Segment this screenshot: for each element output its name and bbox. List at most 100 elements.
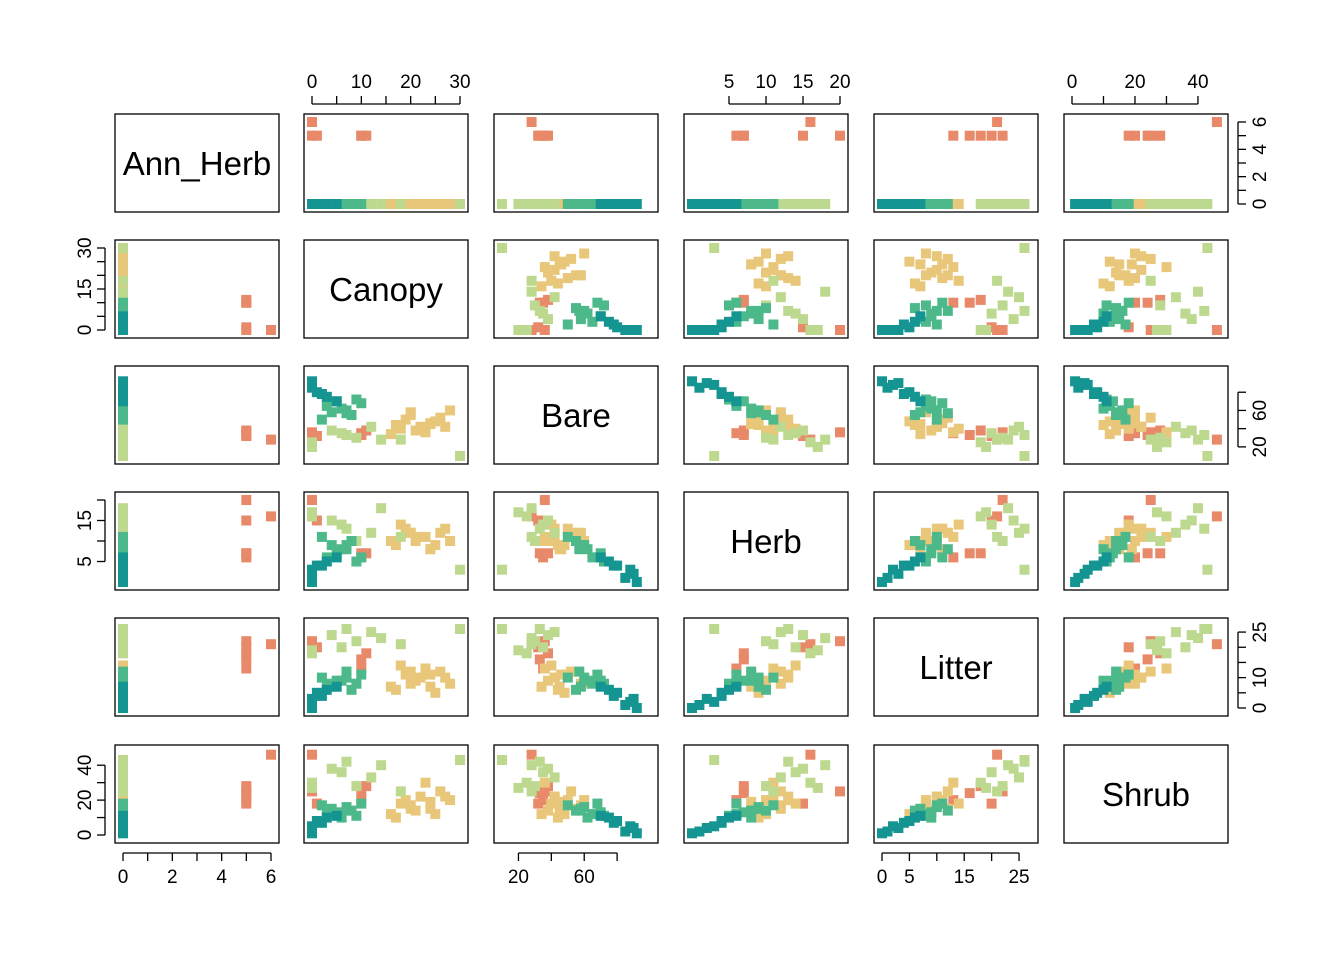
data-point: [709, 696, 720, 707]
data-point: [513, 199, 524, 209]
data-point: [587, 316, 598, 327]
data-point: [1070, 703, 1081, 713]
data-point: [937, 418, 948, 429]
data-point: [118, 690, 128, 701]
data-point: [410, 425, 421, 436]
data-point: [1123, 552, 1134, 563]
data-point: [1145, 130, 1156, 141]
data-point: [920, 394, 931, 405]
data-point: [241, 798, 252, 809]
data-point: [926, 308, 937, 319]
panel-frame: [683, 113, 849, 213]
top-axis-Shrub: 0 20 40: [1067, 72, 1209, 105]
panel-Canopy-vs-Litter: [873, 239, 1039, 339]
tick-label: 6: [1250, 117, 1271, 128]
data-point: [798, 130, 808, 141]
data-point: [266, 639, 276, 650]
data-point: [1111, 199, 1122, 209]
data-point: [981, 507, 992, 518]
data-point: [543, 648, 553, 659]
data-point: [631, 828, 642, 839]
data-point: [731, 130, 742, 141]
data-point: [805, 199, 816, 209]
data-point: [356, 669, 367, 680]
data-point: [775, 292, 786, 303]
data-point: [964, 788, 975, 799]
panel-Herb-vs-Litter: [873, 491, 1039, 591]
data-point: [882, 382, 893, 393]
data-point: [559, 809, 570, 820]
data-point: [937, 523, 948, 534]
data-point: [1180, 308, 1191, 319]
panel-frame: [683, 365, 849, 465]
tick-label: 30: [449, 72, 470, 93]
data-point: [574, 544, 585, 555]
data-point: [556, 796, 567, 807]
variable-label: Litter: [919, 649, 992, 686]
data-point: [746, 812, 757, 823]
data-point: [385, 681, 396, 692]
data-point: [1155, 294, 1166, 305]
data-point: [1199, 430, 1210, 440]
data-point: [1123, 642, 1134, 653]
data-point: [316, 389, 327, 399]
data-point: [1186, 314, 1197, 325]
data-point: [687, 199, 697, 209]
data-point: [341, 408, 352, 419]
data-point: [709, 243, 720, 253]
data-point: [1120, 270, 1131, 281]
data-point: [1202, 243, 1213, 253]
data-point: [529, 300, 540, 311]
data-point: [603, 812, 614, 823]
data-point: [266, 434, 276, 445]
data-point: [556, 259, 567, 270]
data-point: [1120, 199, 1131, 209]
data-point: [307, 379, 317, 390]
data-point: [937, 544, 948, 555]
data-point: [1193, 503, 1203, 514]
data-point: [351, 636, 362, 647]
tick-label: 20: [400, 72, 421, 93]
data-point: [931, 305, 942, 316]
data-point: [761, 303, 771, 314]
data-point: [1111, 267, 1122, 278]
data-point: [997, 432, 1008, 443]
data-point: [1114, 419, 1125, 430]
data-point: [1130, 248, 1140, 259]
data-point: [915, 396, 926, 407]
data-point: [709, 199, 720, 209]
data-point: [909, 303, 920, 314]
data-point: [920, 795, 931, 806]
data-point: [920, 810, 931, 821]
data-point: [526, 749, 537, 760]
data-point: [118, 786, 128, 797]
data-point: [1126, 544, 1137, 555]
data-point: [709, 325, 720, 335]
panel-Herb-vs-Bare: [493, 491, 659, 591]
data-point: [1130, 663, 1140, 674]
data-point: [351, 810, 362, 821]
data-point: [768, 275, 779, 286]
data-point: [575, 527, 586, 538]
data-point: [1123, 660, 1134, 671]
data-point: [1008, 425, 1019, 436]
data-point: [701, 325, 712, 335]
data-point: [1211, 325, 1222, 335]
data-point: [366, 772, 377, 783]
panel-frame: [493, 617, 659, 717]
data-point: [986, 322, 997, 333]
tick-label: 15: [75, 510, 96, 531]
data-point: [997, 786, 1008, 797]
data-point: [975, 548, 986, 559]
data-point: [1193, 286, 1203, 297]
data-point: [920, 316, 931, 327]
data-point: [746, 305, 757, 316]
data-point: [790, 767, 801, 778]
data-point: [556, 669, 567, 680]
data-point: [118, 451, 128, 461]
data-point: [783, 305, 794, 316]
data-point: [425, 544, 436, 555]
data-point: [455, 199, 465, 209]
data-point: [539, 495, 550, 505]
tick-label: 60: [1250, 400, 1271, 421]
